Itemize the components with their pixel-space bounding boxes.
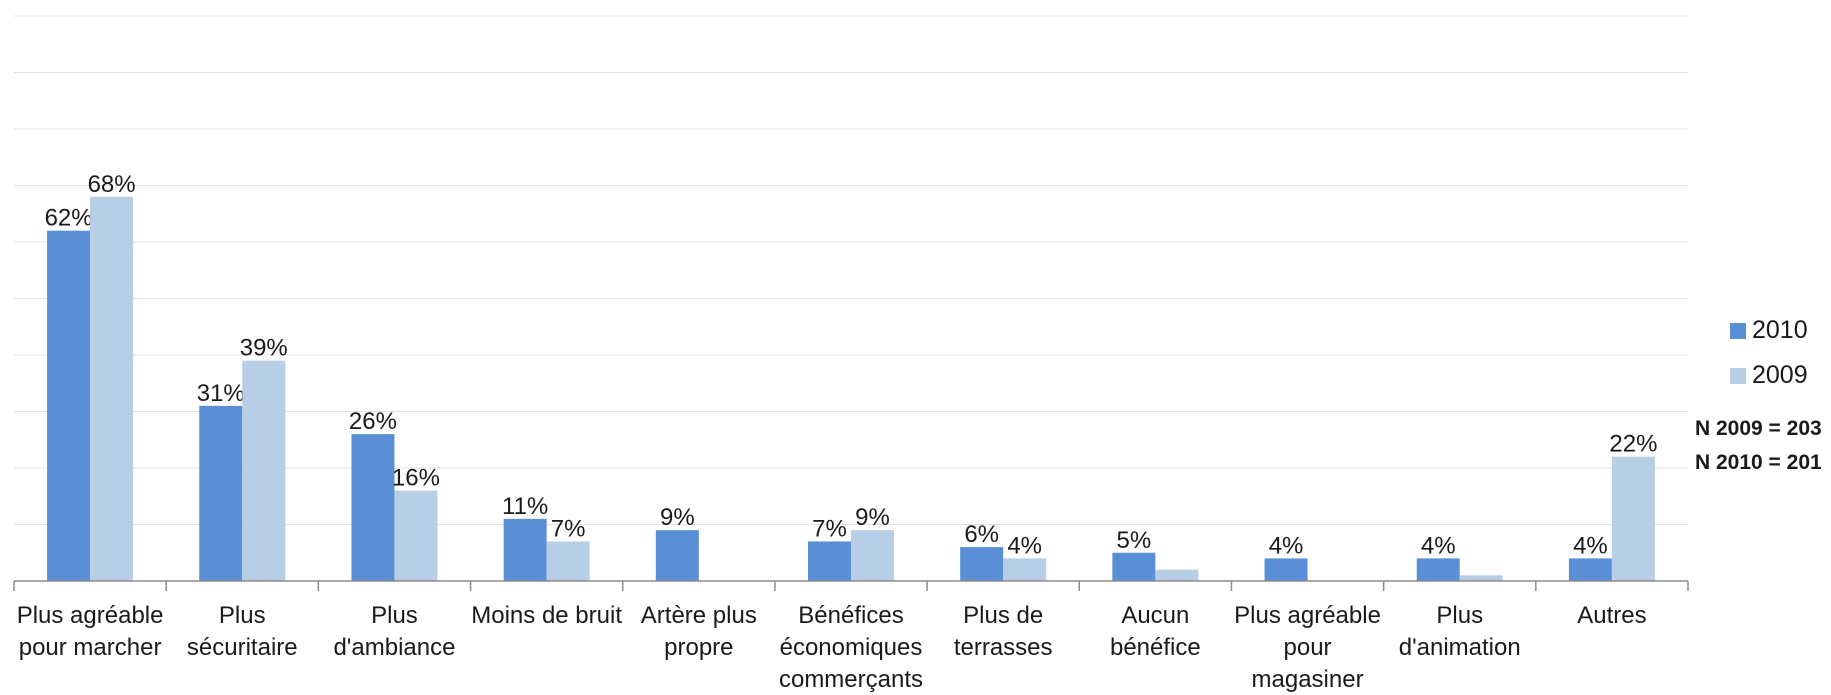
category-label-7: Aucun bénéfice (1110, 602, 1201, 661)
data-label-2010-9: 4% (1421, 532, 1456, 559)
bar-2010-5 (808, 541, 851, 581)
bar-2010-4 (655, 530, 699, 581)
data-label-2009-5: 9% (855, 504, 890, 531)
legend-label-2009: 2009 (1752, 361, 1808, 389)
legend-item-2010: 2010 (1730, 308, 1808, 353)
category-label-5: Bénéfices économiques commerçants (779, 602, 923, 693)
bar-2009-5 (851, 530, 894, 581)
bar-2010-8 (1264, 558, 1308, 581)
category-label-0: Plus agréable pour marcher (17, 602, 164, 661)
bar-2009-10 (1611, 456, 1655, 581)
bar-2010-7 (1112, 552, 1156, 581)
category-label-10: Autres (1577, 602, 1646, 629)
data-label-2010-6: 6% (964, 521, 999, 548)
data-label-2009-6: 4% (1007, 532, 1042, 559)
bar-2010-3 (503, 518, 547, 581)
bar-2010-10 (1568, 558, 1612, 581)
data-label-2010-2: 26% (349, 408, 397, 435)
bar-2010-9 (1416, 558, 1460, 581)
bar-2010-0 (47, 230, 91, 581)
bar-2009-2 (394, 490, 438, 581)
category-label-9: Plus d'animation (1399, 602, 1521, 661)
data-label-2010-3: 11% (502, 493, 548, 520)
data-label-2009-2: 16% (392, 465, 440, 492)
data-label-2009-3: 7% (551, 515, 586, 542)
sample-size-notes: N 2009 = 203 N 2010 = 201 (1695, 412, 1822, 480)
data-label-2010-1: 31% (197, 380, 245, 407)
bar-2010-6 (960, 547, 1004, 581)
category-label-3: Moins de bruit (471, 602, 622, 629)
legend-label-2010: 2010 (1752, 316, 1808, 344)
legend: 2010 2009 (1730, 308, 1808, 398)
bar-2009-9 (1459, 575, 1503, 581)
bar-2009-7 (1155, 569, 1199, 581)
data-label-2010-4: 9% (660, 504, 695, 531)
bar-2010-1 (199, 405, 243, 581)
category-label-1: Plus sécuritaire (187, 602, 298, 661)
category-label-8: Plus agréable pour magasiner (1234, 602, 1381, 693)
data-label-2009-10: 22% (1609, 431, 1657, 458)
data-label-2010-5: 7% (812, 515, 847, 542)
legend-swatch-2009 (1730, 367, 1746, 384)
category-label-2: Plus d'ambiance (333, 602, 455, 661)
data-label-2009-1: 39% (240, 335, 288, 362)
category-label-6: Plus de terrasses (954, 602, 1053, 661)
data-label-2009-0: 68% (88, 171, 136, 198)
bar-2009-0 (90, 196, 134, 582)
legend-item-2009: 2009 (1730, 353, 1808, 398)
data-label-2010-0: 62% (45, 205, 93, 232)
sample-size-2009: N 2009 = 203 (1695, 417, 1822, 440)
bar-2009-3 (546, 541, 590, 581)
data-label-2010-7: 5% (1117, 527, 1152, 554)
category-label-4: Artère plus propre (641, 602, 757, 661)
bar-2010-2 (351, 434, 395, 581)
data-label-2010-10: 4% (1573, 532, 1608, 559)
legend-swatch-2010 (1730, 322, 1746, 339)
data-label-2010-8: 4% (1269, 532, 1304, 559)
sample-size-2010: N 2010 = 201 (1695, 451, 1822, 474)
bar-2009-6 (1003, 558, 1047, 581)
bar-2009-1 (242, 360, 286, 581)
